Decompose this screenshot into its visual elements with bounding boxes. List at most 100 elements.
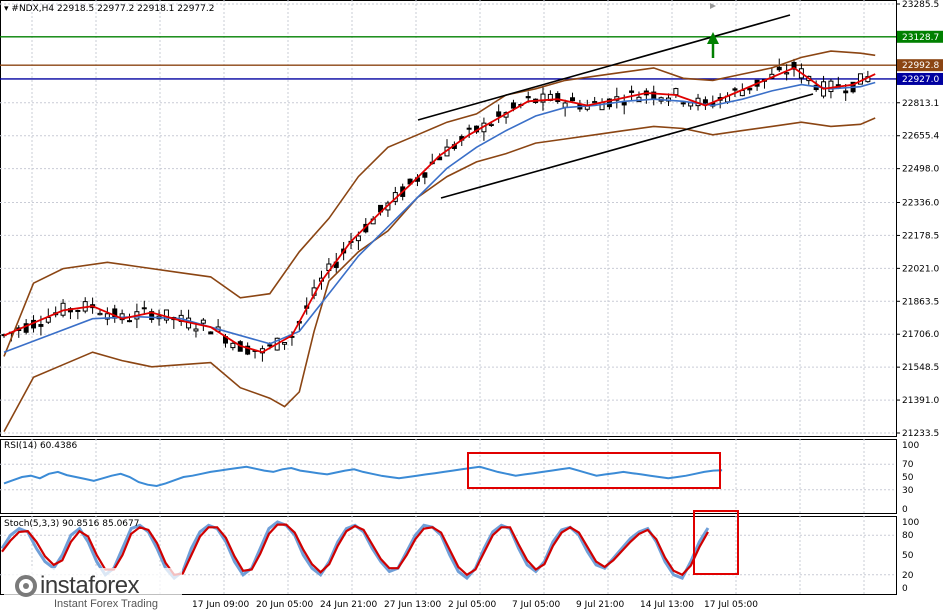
rsi-highlight-box xyxy=(467,452,721,489)
candle-body xyxy=(510,102,516,109)
candle-body xyxy=(38,324,44,327)
price-tick-label: 22021.0 xyxy=(902,264,939,274)
rsi-line xyxy=(3,465,723,488)
ohlc-values: 22918.5 22977.2 22918.1 22977.2 xyxy=(57,4,215,14)
instaforex-logo: instaforex Instant Forex Trading xyxy=(4,568,182,614)
up-arrow-icon xyxy=(707,32,719,44)
symbol-label: #NDX,H4 xyxy=(11,4,55,14)
candle-body xyxy=(843,90,849,94)
stoch-highlight-box xyxy=(693,510,739,575)
price-tick-label: 23285.5 xyxy=(902,0,939,10)
rsi-tick-label: 30 xyxy=(902,486,914,496)
candle-body xyxy=(621,102,627,106)
chart-grid xyxy=(0,0,896,594)
candle-body xyxy=(267,344,273,347)
time-label: 2 Jul 05:00 xyxy=(448,600,497,610)
level-label-current: 22992.8 xyxy=(902,61,939,71)
candle-body xyxy=(680,102,686,105)
logo-name: instaforex xyxy=(40,572,140,599)
candle-body xyxy=(555,93,561,103)
price-tick-label: 21391.0 xyxy=(902,396,939,406)
candle-body xyxy=(60,302,66,316)
candle-body xyxy=(193,328,199,332)
time-label: 20 Jun 05:00 xyxy=(256,600,313,610)
candle-body xyxy=(466,127,472,130)
rsi-label: RSI(14) 60.4386 xyxy=(4,441,78,451)
candle-body xyxy=(702,99,708,104)
candle-body xyxy=(23,323,29,333)
time-label: 9 Jul 21:00 xyxy=(576,600,625,610)
level-tag-current xyxy=(897,59,943,72)
symbol-dropdown-icon[interactable]: ▾ xyxy=(4,4,9,14)
annotations xyxy=(467,3,739,575)
price-tick-label: 22813.1 xyxy=(902,99,939,109)
candle-body xyxy=(104,313,110,320)
candle-body xyxy=(230,342,236,349)
rsi-tick-label: 70 xyxy=(902,460,914,470)
time-label: 14 Jul 13:00 xyxy=(640,600,694,610)
price-tick-label: 22498.0 xyxy=(902,165,939,175)
candle-body xyxy=(141,307,147,310)
trend-channel xyxy=(417,14,814,199)
candle-body xyxy=(422,172,428,178)
price-axis: 23285.5 22813.1 22655.4 22498.0 22336.0 22178… xyxy=(896,0,943,594)
price-tick-label: 21706.0 xyxy=(902,330,939,340)
candle-body xyxy=(673,88,679,96)
candle-body xyxy=(97,312,103,316)
candle-body xyxy=(791,61,797,70)
price-tick-label: 22655.4 xyxy=(902,132,939,142)
candle-body xyxy=(200,319,206,324)
candle-body xyxy=(540,93,546,103)
indicator-lines xyxy=(3,50,876,432)
time-label: 17 Jul 05:00 xyxy=(704,600,758,610)
candle-body xyxy=(496,111,502,117)
level-label-resistance: 23128.7 xyxy=(902,33,939,43)
stoch-tick-label: 80 xyxy=(902,531,914,541)
candle-body xyxy=(828,80,834,93)
price-tick-label: 21233.5 xyxy=(902,429,939,439)
chart-frames xyxy=(0,0,897,595)
candle-body xyxy=(570,97,576,102)
shift-marker-icon xyxy=(710,3,716,9)
time-axis: 17 Jun 09:00 20 Jun 05:00 24 Jun 21:00 27 J… xyxy=(192,600,758,610)
candle-body xyxy=(488,123,494,127)
stoch-tick-label: 20 xyxy=(902,571,914,581)
price-tick-label: 21548.5 xyxy=(902,363,939,373)
ma-fast-line xyxy=(3,66,876,354)
candle-body xyxy=(776,66,782,71)
rsi-tick-label: 50 xyxy=(902,473,914,483)
chart-header: ▾ #NDX,H4 22918.5 22977.2 22918.1 22977.… xyxy=(4,4,214,14)
candle-body xyxy=(163,309,169,321)
level-tag-resistance xyxy=(897,30,943,43)
channel-upper-line xyxy=(417,14,791,121)
panel-frame xyxy=(0,439,897,514)
candle-body xyxy=(732,88,738,91)
stoch-panel xyxy=(0,520,896,581)
rsi-tick-label: 100 xyxy=(902,441,919,451)
candle-body xyxy=(245,345,251,355)
logo-tagline: Instant Forex Trading xyxy=(54,598,158,610)
candle-body xyxy=(857,73,863,85)
time-label: 7 Jul 05:00 xyxy=(512,600,561,610)
candle-body xyxy=(592,101,598,104)
price-levels xyxy=(0,36,896,80)
level-tag-support xyxy=(897,72,943,85)
price-tick-label: 22178.5 xyxy=(902,231,939,241)
stoch-label: Stoch(5,3,3) 90.8516 85.0677 xyxy=(4,519,140,529)
rsi-tick-label: 0 xyxy=(902,505,908,515)
time-label: 17 Jun 09:00 xyxy=(192,600,249,610)
bollinger-upper-line xyxy=(3,50,876,357)
channel-lower-line xyxy=(440,93,814,199)
candle-body xyxy=(208,331,214,335)
price-tick-label: 21863.5 xyxy=(902,297,939,307)
candle-body xyxy=(75,309,81,312)
candle-body xyxy=(355,235,361,242)
candle-body xyxy=(747,87,753,91)
stoch-tick-label: 0 xyxy=(902,584,908,594)
logo-mark-icon xyxy=(15,575,37,597)
level-label-support: 22927.0 xyxy=(902,75,939,85)
stoch-tick-label: 50 xyxy=(902,551,914,561)
rsi-panel xyxy=(0,463,896,491)
time-label: 24 Jun 21:00 xyxy=(320,600,377,610)
